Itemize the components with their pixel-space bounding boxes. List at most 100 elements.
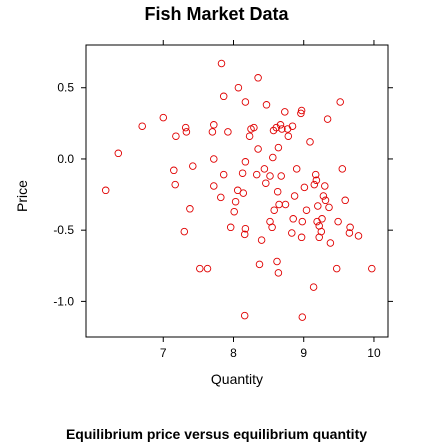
data-point bbox=[240, 311, 249, 320]
data-point bbox=[230, 207, 238, 216]
data-point bbox=[289, 215, 297, 223]
data-point bbox=[239, 189, 248, 197]
data-point bbox=[323, 115, 332, 123]
data-point bbox=[260, 165, 269, 173]
data-point bbox=[311, 170, 320, 179]
data-point bbox=[241, 158, 250, 166]
data-point bbox=[269, 153, 277, 162]
data-point bbox=[318, 215, 326, 223]
data-point bbox=[319, 192, 328, 200]
data-point bbox=[312, 176, 321, 185]
data-point bbox=[273, 187, 282, 196]
y-axis-label: Price bbox=[14, 180, 30, 212]
data-point bbox=[345, 229, 354, 237]
data-point bbox=[182, 128, 191, 136]
data-point bbox=[171, 180, 179, 189]
data-point bbox=[288, 122, 297, 130]
data-point bbox=[332, 264, 341, 273]
data-point bbox=[138, 122, 146, 130]
x-tick-label: 9 bbox=[300, 346, 307, 360]
data-point bbox=[208, 128, 217, 136]
data-point bbox=[321, 196, 330, 205]
data-point bbox=[354, 232, 363, 240]
data-point bbox=[219, 92, 228, 101]
data-point bbox=[252, 170, 261, 179]
data-point bbox=[310, 180, 319, 189]
data-point bbox=[273, 257, 281, 266]
data-point bbox=[306, 138, 314, 146]
data-point bbox=[114, 149, 123, 158]
data-point bbox=[241, 98, 250, 106]
data-point bbox=[326, 239, 335, 247]
data-point bbox=[297, 233, 306, 242]
data-point bbox=[210, 121, 218, 129]
data-point bbox=[276, 121, 285, 129]
data-point bbox=[274, 269, 283, 277]
data-point bbox=[238, 169, 247, 177]
data-point bbox=[281, 200, 290, 209]
data-point bbox=[231, 197, 240, 206]
data-point bbox=[281, 108, 289, 116]
data-point bbox=[219, 170, 228, 179]
data-point bbox=[297, 109, 305, 118]
data-point bbox=[262, 101, 271, 109]
data-point bbox=[254, 145, 262, 153]
data-point bbox=[309, 283, 318, 291]
data-point bbox=[341, 196, 349, 205]
data-point bbox=[254, 74, 262, 82]
data-point bbox=[268, 223, 276, 232]
data-points bbox=[101, 59, 376, 321]
data-point bbox=[284, 132, 293, 140]
data-point bbox=[277, 172, 285, 180]
data-point bbox=[270, 206, 278, 214]
data-point bbox=[170, 166, 178, 175]
data-point bbox=[226, 223, 235, 232]
data-point bbox=[245, 132, 254, 140]
data-point bbox=[302, 206, 311, 214]
chart-title: Fish Market Data bbox=[144, 4, 289, 24]
data-point bbox=[297, 106, 306, 115]
data-point bbox=[274, 143, 283, 152]
data-point bbox=[278, 125, 286, 133]
data-point bbox=[181, 123, 190, 132]
data-point bbox=[368, 264, 376, 273]
data-point bbox=[275, 200, 283, 209]
y-axis: 0.5 0.0 -0.5 -1.0 bbox=[53, 81, 393, 308]
data-point bbox=[217, 59, 226, 68]
data-point bbox=[255, 260, 264, 269]
data-point bbox=[210, 182, 218, 190]
data-point bbox=[234, 83, 243, 92]
data-point bbox=[257, 236, 266, 244]
data-point bbox=[203, 264, 212, 273]
data-point bbox=[186, 205, 194, 213]
data-point bbox=[346, 223, 354, 232]
y-tick-label: -1.0 bbox=[53, 294, 74, 308]
data-point bbox=[325, 203, 333, 212]
data-point bbox=[210, 155, 218, 163]
y-tick-label: 0.0 bbox=[57, 152, 74, 166]
data-point bbox=[101, 186, 110, 195]
data-point bbox=[241, 224, 250, 233]
data-point bbox=[189, 162, 197, 170]
plot-frame bbox=[85, 44, 389, 338]
x-axis-label: Quantity bbox=[211, 371, 263, 387]
scatter-chart: 7 8 9 10 0.5 0.0 -0.5 -1.0 Quantity Price bbox=[14, 40, 393, 387]
y-tick-label: 0.5 bbox=[57, 81, 74, 95]
data-point bbox=[196, 264, 204, 273]
x-tick-label: 8 bbox=[230, 346, 237, 360]
x-tick-label: 10 bbox=[367, 346, 381, 360]
data-point bbox=[321, 182, 329, 190]
data-point bbox=[334, 217, 342, 226]
data-point bbox=[262, 179, 270, 187]
data-point bbox=[172, 132, 180, 140]
x-axis: 7 8 9 10 bbox=[160, 40, 381, 360]
data-point bbox=[338, 165, 347, 173]
data-point bbox=[300, 183, 309, 192]
data-point bbox=[336, 98, 344, 106]
data-point bbox=[266, 172, 274, 180]
data-point bbox=[159, 113, 168, 122]
data-point bbox=[292, 165, 301, 173]
data-point bbox=[314, 202, 322, 210]
data-point bbox=[298, 313, 307, 321]
data-point bbox=[180, 227, 189, 236]
